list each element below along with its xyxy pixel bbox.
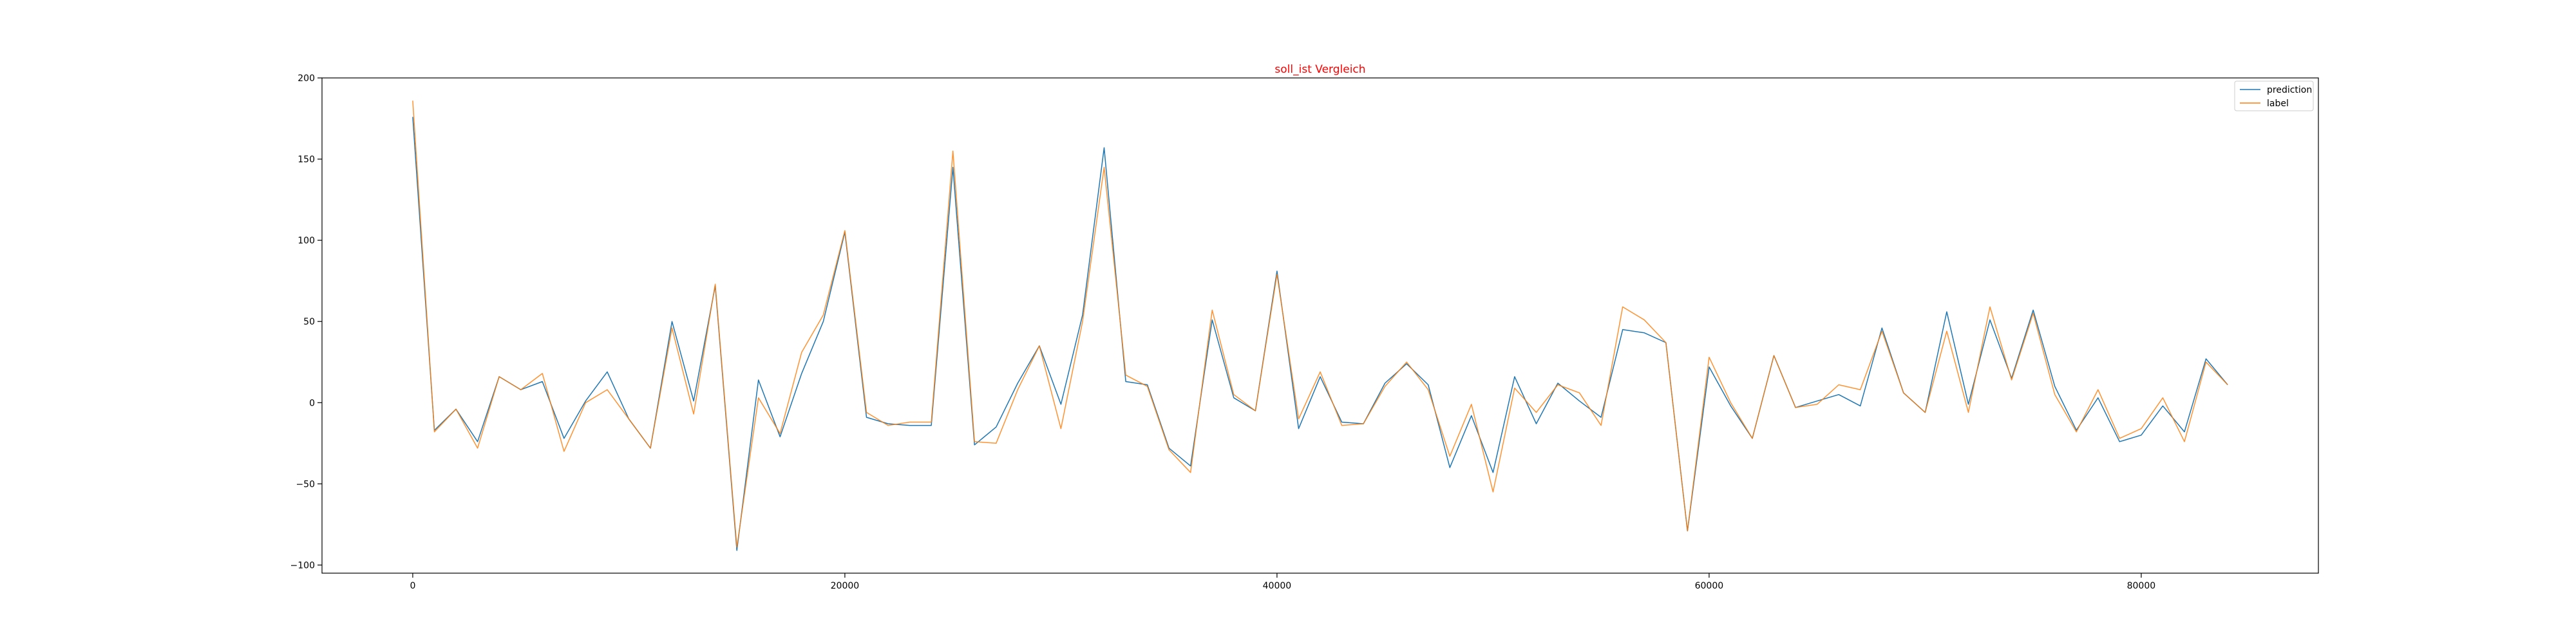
y-tick-label: −100 — [290, 560, 315, 571]
x-tick-label: 0 — [410, 581, 415, 591]
legend-label-prediction: prediction — [2267, 85, 2312, 95]
legend-label-label: label — [2267, 99, 2289, 109]
y-tick-label: −50 — [296, 479, 315, 489]
chart-title: soll_ist Vergleich — [1274, 63, 1365, 76]
y-tick-label: 100 — [298, 236, 315, 246]
y-tick-label: 150 — [298, 155, 315, 165]
y-tick-label: 200 — [298, 73, 315, 84]
x-tick-label: 20000 — [831, 581, 860, 591]
plot-area — [321, 77, 2319, 574]
x-axis: 0 20000 40000 60000 80000 — [410, 573, 2155, 591]
y-tick-label: 50 — [303, 317, 315, 327]
y-axis: −100 −50 0 50 100 150 200 — [290, 73, 322, 571]
x-tick-label: 60000 — [1695, 581, 1724, 591]
x-tick-label: 40000 — [1263, 581, 1292, 591]
series-layer — [412, 100, 2228, 551]
legend: prediction label — [2234, 80, 2314, 111]
series-line-label — [412, 100, 2228, 548]
axes-frame — [321, 77, 2319, 574]
x-tick-label: 80000 — [2127, 581, 2156, 591]
y-tick-label: 0 — [309, 398, 315, 408]
